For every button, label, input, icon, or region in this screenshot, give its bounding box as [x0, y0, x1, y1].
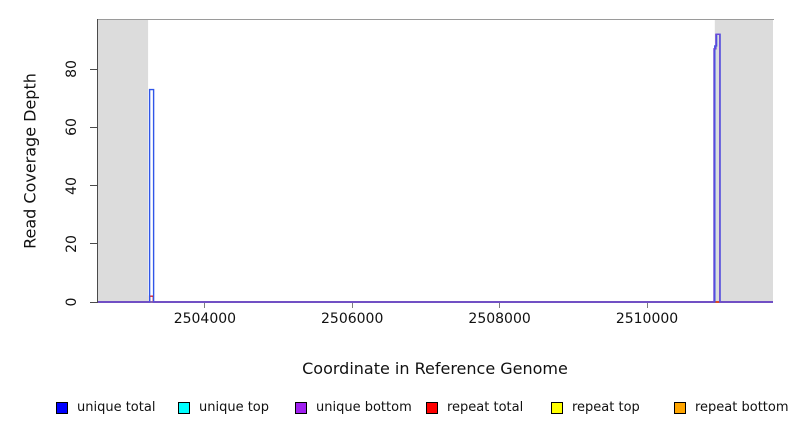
plot-top-spine	[97, 19, 774, 20]
legend-item-unique-top: unique top	[178, 400, 269, 415]
legend-item-unique-bottom: unique bottom	[295, 400, 412, 415]
x-tick	[646, 303, 648, 308]
y-tick	[90, 68, 97, 70]
legend-swatch	[178, 401, 190, 414]
y-tick-label: 60	[64, 118, 80, 137]
legend-label: unique bottom	[316, 400, 412, 415]
plot-svg	[98, 20, 773, 303]
y-tick-label: 80	[64, 60, 80, 79]
legend-swatch	[295, 401, 307, 414]
y-tick	[90, 301, 97, 303]
series-unique-total	[98, 33, 773, 303]
legend-label: repeat bottom	[695, 400, 789, 415]
x-tick-label: 2508000	[468, 311, 531, 327]
y-tick	[90, 185, 97, 187]
shaded-region-left	[98, 20, 149, 302]
y-tick-label: 20	[64, 234, 80, 253]
plot-area	[98, 20, 773, 303]
series-unique-bottom	[98, 33, 773, 303]
x-tick-label: 2506000	[321, 311, 384, 327]
legend-label: unique top	[199, 400, 270, 415]
plot-left-spine	[97, 19, 98, 303]
y-axis-title: Read Coverage Depth	[20, 73, 40, 249]
shaded-region-right	[714, 20, 773, 302]
legend-label: repeat total	[447, 400, 524, 415]
x-tick-label: 2510000	[615, 311, 679, 327]
legend-item-repeat-bottom: repeat bottom	[674, 400, 789, 415]
legend-label: unique total	[77, 400, 156, 415]
series-repeat-total	[98, 295, 773, 303]
legend-swatch	[551, 401, 563, 414]
legend-label: repeat top	[572, 400, 640, 415]
legend: unique total unique top unique bottom repea…	[0, 400, 792, 422]
legend-item-repeat-total: repeat total	[426, 400, 523, 415]
x-axis-title: Coordinate in Reference Genome	[302, 359, 568, 378]
x-tick	[351, 303, 353, 308]
legend-item-unique-total: unique total	[56, 400, 155, 415]
y-tick-label: 40	[64, 176, 80, 195]
y-tick	[90, 243, 97, 245]
legend-swatch	[674, 401, 686, 414]
y-tick-label: 0	[64, 297, 80, 307]
x-tick	[499, 303, 501, 308]
legend-swatch	[426, 401, 438, 414]
x-tick	[204, 303, 206, 308]
y-tick	[90, 126, 97, 128]
x-tick-label: 2504000	[173, 311, 237, 327]
legend-swatch	[56, 401, 68, 414]
legend-item-repeat-top: repeat top	[551, 400, 640, 415]
